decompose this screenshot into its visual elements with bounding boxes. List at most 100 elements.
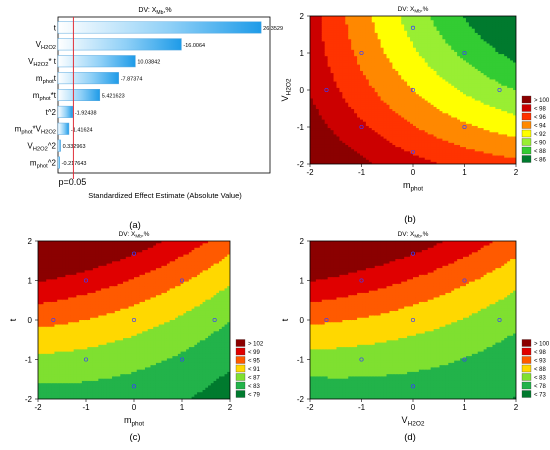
contour-cell xyxy=(513,130,516,133)
contour-cell xyxy=(380,70,385,74)
contour-cell xyxy=(336,96,341,100)
contour-cell xyxy=(457,123,461,127)
contour-cell xyxy=(451,49,455,53)
contour-cell xyxy=(318,39,323,42)
contour-cell xyxy=(513,58,516,61)
contour-cell xyxy=(424,39,429,42)
contour-cell xyxy=(504,30,508,34)
contour-cell xyxy=(427,39,432,42)
contour-cell xyxy=(436,134,441,138)
contour-cell xyxy=(483,83,488,87)
contour-cell xyxy=(407,79,411,83)
contour-cell xyxy=(357,159,361,163)
contour-cell xyxy=(445,28,449,32)
contour-cell xyxy=(454,64,458,68)
contour-cell xyxy=(407,106,411,110)
contour-cell xyxy=(321,49,326,53)
contour-cell xyxy=(433,138,438,142)
contour-cell xyxy=(501,128,505,131)
contour-cell xyxy=(383,123,388,127)
contour-cell xyxy=(413,81,417,85)
contour-cell xyxy=(463,20,467,23)
contour-cell xyxy=(392,142,396,146)
legend-swatch xyxy=(521,104,532,112)
contour-cell xyxy=(489,123,494,127)
contour-cell xyxy=(457,104,461,108)
contour-cell xyxy=(327,85,332,89)
contour-cell xyxy=(407,121,411,125)
contour-cell xyxy=(448,45,452,49)
threshold-label: p=0.05 xyxy=(59,177,87,187)
contour-cell xyxy=(501,130,505,133)
contour-cell xyxy=(318,68,323,72)
contour-cell xyxy=(336,123,341,127)
contour-cell xyxy=(368,117,373,121)
contour-cell xyxy=(348,73,352,76)
contour-cell xyxy=(348,64,352,68)
contour-cell xyxy=(445,41,449,45)
contour-cell xyxy=(310,56,314,59)
contour-cell xyxy=(427,24,432,28)
contour-cell xyxy=(333,32,338,36)
contour-cell xyxy=(486,125,491,129)
contour-cell xyxy=(357,115,361,119)
contour-cell xyxy=(351,102,355,106)
contour-cell xyxy=(501,92,505,95)
contour-cell xyxy=(451,138,455,142)
contour-cell xyxy=(371,81,376,85)
contour-cell xyxy=(492,47,496,51)
contour-cell xyxy=(513,18,516,21)
contour-cell xyxy=(460,140,464,144)
contour-cell xyxy=(398,81,402,85)
contour-cell xyxy=(424,109,429,112)
contour-cell xyxy=(310,39,314,42)
contour-cell xyxy=(436,47,441,51)
contour-cell xyxy=(492,144,496,148)
contour-cell xyxy=(489,73,494,76)
contour-cell xyxy=(383,35,388,38)
contour-cell xyxy=(418,37,423,40)
contour-cell xyxy=(398,125,402,129)
contour-cell xyxy=(433,26,438,30)
contour-cell xyxy=(380,92,385,95)
contour-cell xyxy=(424,94,429,97)
contour-cell xyxy=(336,85,341,89)
contour-cell xyxy=(495,24,499,28)
contour-cell xyxy=(312,35,317,38)
contour-cell xyxy=(386,39,391,42)
contour-cell xyxy=(474,106,479,110)
legend-label: < 96 xyxy=(534,115,547,121)
contour-cell xyxy=(386,83,391,87)
contour-cell xyxy=(354,115,358,119)
contour-cell xyxy=(510,138,514,142)
contour-cell xyxy=(465,94,470,97)
contour-cell xyxy=(477,128,482,131)
contour-cell xyxy=(312,18,317,21)
contour-cell xyxy=(507,87,511,91)
contour-cell xyxy=(442,32,446,36)
contour-cell xyxy=(445,147,449,150)
contour-cell xyxy=(377,147,382,150)
contour-cell xyxy=(460,121,464,125)
contour-cell xyxy=(463,121,467,125)
contour-cell xyxy=(339,149,343,152)
contour-cell xyxy=(436,87,441,91)
contour-cell xyxy=(448,85,452,89)
contour-cell xyxy=(445,109,449,112)
contour-cell xyxy=(321,153,326,157)
contour-cell xyxy=(430,22,435,26)
contour-cell xyxy=(321,151,326,155)
contour-cell xyxy=(351,98,355,102)
contour-cell xyxy=(486,109,491,112)
contour-cell xyxy=(318,30,323,34)
contour-cell xyxy=(454,157,458,161)
contour-cell xyxy=(436,106,441,110)
contour-cell xyxy=(504,134,508,138)
contour-cell xyxy=(333,75,338,78)
contour-cell xyxy=(448,56,452,59)
contour-cell xyxy=(460,113,464,116)
contour-cell xyxy=(439,119,444,123)
contour-cell xyxy=(386,153,391,157)
contour-cell xyxy=(486,113,491,116)
contour-cell xyxy=(486,26,491,30)
